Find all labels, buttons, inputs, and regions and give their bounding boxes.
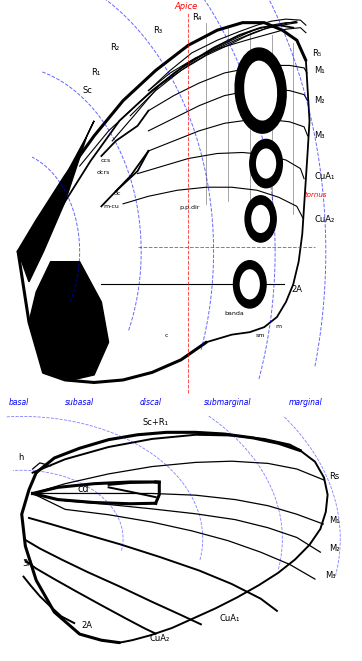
Text: R₁: R₁	[91, 69, 101, 77]
Text: p.p.dir: p.p.dir	[179, 205, 199, 210]
Text: basal: basal	[9, 398, 29, 407]
Text: dc: dc	[114, 191, 122, 196]
Text: CuA₁: CuA₁	[314, 172, 334, 181]
Text: marginal: marginal	[289, 398, 323, 407]
Circle shape	[262, 159, 270, 169]
Circle shape	[252, 74, 265, 92]
Text: M₃: M₃	[314, 132, 325, 140]
Text: tornus: tornus	[304, 192, 327, 198]
Text: dcrs: dcrs	[97, 170, 110, 175]
Text: cd: cd	[77, 485, 89, 494]
Text: M₃: M₃	[325, 571, 336, 580]
Text: CuA₂: CuA₂	[314, 215, 334, 225]
Ellipse shape	[244, 61, 277, 120]
Text: M₁: M₁	[314, 66, 325, 75]
Text: h: h	[18, 453, 24, 463]
Text: 3A: 3A	[22, 559, 33, 568]
Text: Sc+R₁: Sc+R₁	[143, 418, 169, 428]
Ellipse shape	[245, 196, 276, 242]
Text: M₂: M₂	[329, 544, 339, 553]
Text: Apice: Apice	[175, 2, 198, 11]
Circle shape	[258, 91, 266, 102]
Text: discal: discal	[139, 398, 161, 407]
Ellipse shape	[251, 205, 270, 233]
Circle shape	[247, 280, 253, 289]
Text: R₅: R₅	[312, 50, 321, 58]
Text: R₂: R₂	[110, 44, 119, 52]
Text: CuA₁: CuA₁	[220, 613, 240, 623]
Ellipse shape	[250, 139, 282, 188]
Text: M₂: M₂	[314, 96, 325, 105]
Text: M₁: M₁	[329, 516, 339, 525]
Text: submarginal: submarginal	[204, 398, 252, 407]
Text: m-cu: m-cu	[103, 204, 119, 209]
Text: Rs: Rs	[329, 472, 339, 481]
Ellipse shape	[235, 48, 286, 133]
Text: 2A: 2A	[81, 621, 92, 630]
Text: subasal: subasal	[65, 398, 94, 407]
Text: Sc: Sc	[83, 86, 92, 95]
Ellipse shape	[256, 149, 276, 178]
Text: ccs: ccs	[101, 158, 111, 163]
Circle shape	[257, 214, 264, 223]
Text: m: m	[275, 324, 281, 329]
Ellipse shape	[233, 260, 266, 308]
Text: R₃: R₃	[153, 26, 162, 35]
Text: c: c	[165, 333, 168, 338]
Text: banda: banda	[224, 311, 244, 315]
Polygon shape	[18, 121, 94, 282]
Polygon shape	[29, 262, 109, 380]
Ellipse shape	[240, 269, 260, 299]
Text: R₄: R₄	[193, 13, 202, 22]
Text: sm: sm	[255, 333, 265, 338]
Text: CuA₂: CuA₂	[149, 635, 169, 643]
Text: 2A: 2A	[291, 285, 302, 294]
